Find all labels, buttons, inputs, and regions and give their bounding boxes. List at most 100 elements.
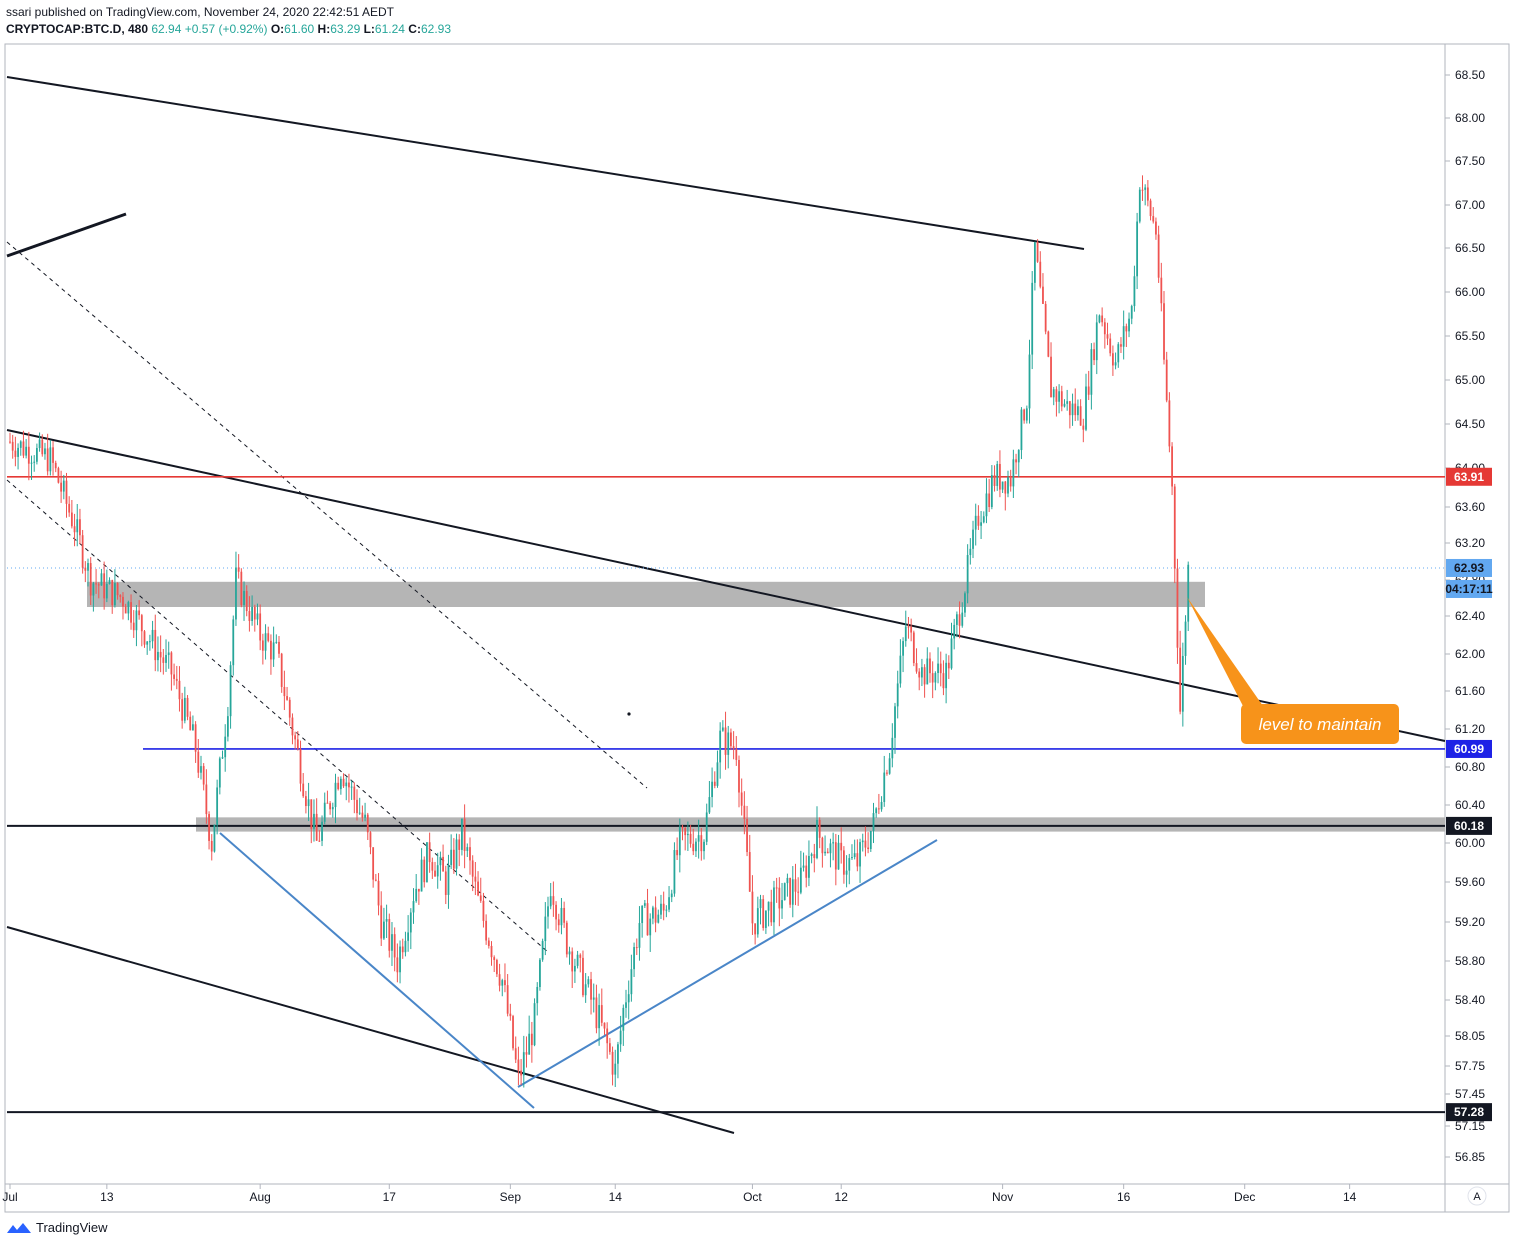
candle — [100, 568, 103, 586]
candle — [918, 668, 921, 691]
candle — [235, 551, 237, 626]
candle — [961, 602, 964, 628]
candle — [243, 581, 245, 621]
candle — [1007, 470, 1009, 498]
candle — [54, 460, 57, 473]
dashed-diagonal-lower[interactable] — [6, 479, 549, 953]
trendline-upper-channel[interactable] — [6, 76, 1085, 250]
candle — [711, 767, 713, 808]
candle — [361, 805, 364, 822]
candle — [197, 739, 200, 778]
price-axis[interactable]: 68.50 68.00 67.50 67.00 66.50 66.00 65.50 65.00… — [1445, 68, 1485, 1164]
candle — [202, 763, 205, 791]
candle — [1155, 217, 1157, 240]
candle — [33, 455, 36, 472]
auto-scale-label[interactable]: A — [1473, 1191, 1481, 1203]
candle — [756, 896, 759, 938]
candle — [485, 914, 488, 945]
candle — [140, 613, 143, 647]
brand-label: TradingView — [36, 1220, 108, 1235]
candle — [189, 711, 192, 731]
time-axis[interactable]: Jul 13 Aug 17 Sep 14 Oct 12 Nov 16 Dec 14 — [2, 1184, 1357, 1204]
candle — [1179, 630, 1182, 715]
candle — [649, 913, 652, 952]
candle — [490, 941, 493, 966]
x-tick-label: Aug — [249, 1190, 270, 1204]
candle — [280, 652, 283, 693]
candle — [62, 474, 65, 500]
trendline-short-top-left[interactable] — [6, 212, 127, 258]
candle — [313, 799, 315, 842]
auto-scale-button[interactable]: A — [1467, 1186, 1487, 1206]
dashed-diagonal-upper[interactable] — [6, 241, 648, 789]
candle — [504, 963, 506, 993]
y-tick-label: 60.80 — [1455, 760, 1485, 774]
candle — [210, 834, 213, 861]
trendline-blue-descending[interactable] — [219, 832, 535, 1109]
candle — [1028, 339, 1031, 424]
y-tick-label: 68.00 — [1455, 111, 1485, 125]
candle — [183, 686, 186, 724]
trendline-blue-ascending[interactable] — [517, 839, 938, 1088]
candle — [705, 803, 708, 846]
candle — [286, 686, 288, 701]
candle — [1171, 442, 1173, 496]
y-tick-label: 63.20 — [1455, 536, 1485, 550]
candle — [1023, 408, 1026, 424]
candle — [374, 874, 377, 882]
candle — [907, 616, 910, 639]
candle — [977, 505, 980, 530]
y-tick-label: 57.75 — [1455, 1059, 1485, 1073]
candle — [167, 641, 170, 669]
candle — [730, 728, 732, 751]
candle — [646, 888, 649, 936]
y-tick-label: 58.40 — [1455, 993, 1485, 1007]
trendline-lower-channel[interactable] — [6, 926, 735, 1134]
candle — [173, 663, 175, 686]
candle — [872, 802, 875, 844]
candle — [1149, 198, 1152, 221]
candle — [1136, 212, 1139, 290]
price-tag-last-price: 62.93 — [1446, 558, 1492, 577]
sr-zone-0[interactable] — [87, 581, 1205, 607]
close-label: C: — [408, 22, 421, 36]
candle — [192, 715, 194, 731]
x-tick-label: 14 — [609, 1190, 623, 1204]
candle — [808, 840, 810, 887]
candle — [132, 610, 135, 638]
candle — [1133, 265, 1136, 312]
candle — [218, 756, 221, 795]
candle — [797, 877, 800, 906]
candle — [288, 697, 291, 726]
candle — [377, 873, 380, 916]
candle — [251, 595, 253, 626]
trendline-middle-channel[interactable] — [6, 429, 1446, 742]
candle — [65, 472, 68, 518]
candle — [1173, 483, 1176, 584]
candle — [1077, 399, 1079, 421]
candle — [845, 855, 848, 888]
candle — [652, 905, 654, 925]
candle — [520, 1059, 522, 1086]
candle — [665, 905, 668, 918]
published-line: ssari published on TradingView.com, Nove… — [6, 5, 395, 19]
candle — [1101, 307, 1104, 327]
candle — [261, 633, 264, 665]
y-tick-label: 66.00 — [1455, 285, 1485, 299]
candle — [641, 905, 644, 938]
candle — [584, 973, 587, 1003]
candle — [512, 1014, 514, 1051]
candle — [127, 600, 130, 621]
candle — [17, 443, 19, 470]
candle — [130, 594, 132, 630]
candle — [530, 1021, 533, 1063]
candle — [412, 888, 415, 924]
candle — [111, 579, 114, 614]
candle — [1033, 241, 1036, 291]
y-tick-label: 59.60 — [1455, 875, 1485, 889]
candle — [762, 895, 765, 931]
candle — [226, 706, 229, 742]
footer-brand[interactable]: TradingView — [6, 1220, 108, 1235]
candle — [778, 877, 781, 927]
